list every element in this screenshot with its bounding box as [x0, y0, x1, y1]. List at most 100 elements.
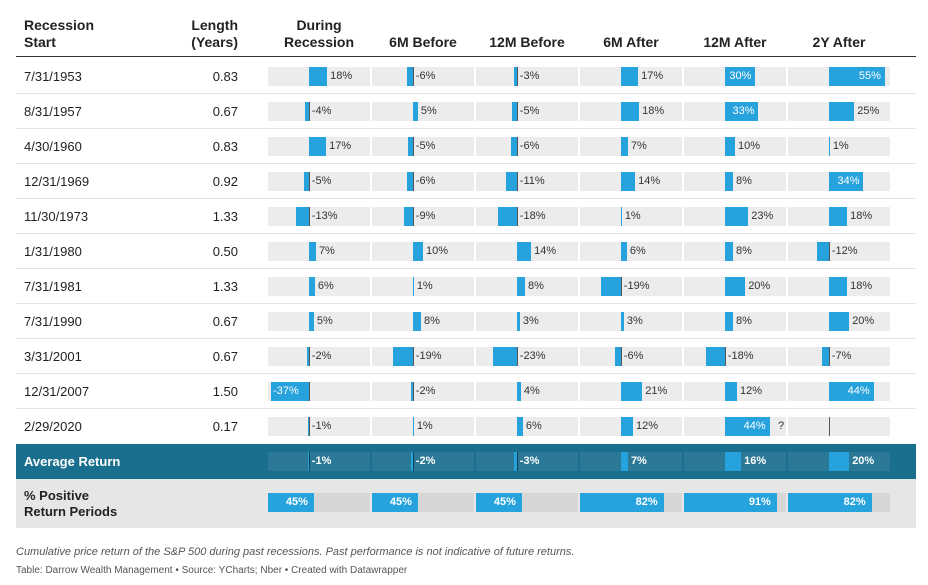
bar-2y-after [816, 242, 829, 261]
zero-line [516, 137, 518, 156]
bar-12m-before [493, 347, 517, 366]
bar-6m-after [620, 102, 640, 121]
bar-track [476, 312, 578, 331]
bar-during-recession [303, 172, 309, 191]
bar-12m-after [724, 312, 733, 331]
value-label-12m-before: -5% [519, 105, 540, 117]
bar-12m-after [724, 102, 759, 121]
zero-line [516, 172, 518, 191]
average-return-label: Average Return [24, 454, 121, 469]
bar-during-recession [268, 493, 314, 512]
value-label-6m-after: 7% [630, 455, 647, 467]
length-years: 0.17 [212, 419, 238, 434]
bar-during-recession [308, 67, 328, 86]
bar-track [580, 312, 682, 331]
value-label-6m-after: 7% [630, 140, 647, 152]
bar-6m-after [601, 277, 621, 296]
bar-12m-before [516, 382, 521, 401]
zero-line [308, 452, 310, 471]
value-label-2y-after: 25% [857, 105, 880, 117]
value-label-2y-after: -7% [831, 350, 852, 362]
value-label-6m-before: 45% [389, 496, 412, 508]
zero-line [308, 207, 310, 226]
header-during-recession-line1: During [296, 17, 342, 33]
value-label-6m-before: 1% [416, 280, 433, 292]
bar-6m-before [412, 242, 423, 261]
zero-line [516, 102, 518, 121]
positive-label-line2: Return Periods [24, 504, 118, 519]
value-label-12m-after: 10% [738, 140, 761, 152]
value-label-12m-after: 16% [744, 455, 767, 467]
value-label-12m-after: 33% [732, 105, 755, 117]
row-divider [16, 128, 916, 129]
bar-track [580, 207, 682, 226]
bar-6m-before [410, 382, 413, 401]
bar-2y-after [828, 382, 874, 401]
value-label-during-recession: -2% [311, 350, 332, 362]
bar-track [372, 242, 474, 261]
value-label-during-recession: 17% [329, 140, 352, 152]
bar-track [268, 452, 370, 471]
bar-track [476, 417, 578, 436]
value-label-12m-before: -3% [519, 70, 540, 82]
bar-12m-after [724, 172, 733, 191]
bar-track [476, 277, 578, 296]
bar-2y-after [828, 67, 885, 86]
row-divider [16, 93, 916, 94]
value-label-12m-after: 8% [735, 315, 752, 327]
length-years: 0.67 [212, 349, 238, 364]
value-label-2y-after: 34% [837, 175, 860, 187]
value-label-12m-before: 4% [523, 385, 540, 397]
value-label-6m-after: 12% [636, 420, 659, 432]
bar-12m-after [724, 242, 733, 261]
value-label-during-recession: 6% [317, 280, 334, 292]
bar-track [684, 172, 786, 191]
value-label-12m-before: -18% [519, 210, 546, 222]
value-label-6m-after: 1% [624, 210, 641, 222]
average-return-row [16, 444, 916, 479]
value-label-during-recession: 18% [330, 70, 353, 82]
bar-12m-before [516, 277, 525, 296]
row-divider [16, 373, 916, 374]
bar-track [268, 207, 370, 226]
recession-start-date: 3/31/2001 [24, 349, 82, 364]
bar-track [372, 312, 474, 331]
bar-6m-after [620, 172, 636, 191]
header-recession-start: Recession Start [24, 17, 94, 51]
bar-track [268, 277, 370, 296]
zero-line [412, 67, 414, 86]
bar-during-recession [308, 242, 316, 261]
bar-track [476, 102, 578, 121]
bar-track [268, 172, 370, 191]
bar-6m-after [580, 493, 664, 512]
bar-12m-before [510, 137, 517, 156]
zero-line [412, 137, 414, 156]
bar-6m-before [406, 172, 413, 191]
bar-during-recession [304, 102, 309, 121]
bar-track [684, 242, 786, 261]
zero-line [724, 347, 726, 366]
value-label-12m-after: 8% [735, 245, 752, 257]
bar-during-recession [307, 417, 309, 436]
zero-line [412, 452, 414, 471]
bar-12m-after [724, 452, 742, 471]
bar-track [372, 277, 474, 296]
value-label-2y-after: 44% [847, 385, 870, 397]
value-label-6m-before: -9% [415, 210, 436, 222]
value-label-12m-after: 23% [751, 210, 774, 222]
value-label-12m-after: 8% [735, 175, 752, 187]
value-label-6m-after: 3% [626, 315, 643, 327]
bar-6m-before [412, 312, 421, 331]
zero-line [516, 207, 518, 226]
bar-12m-before [476, 493, 522, 512]
recession-start-date: 2/29/2020 [24, 419, 82, 434]
bar-12m-before [516, 417, 523, 436]
bar-6m-before [403, 207, 413, 226]
bar-6m-before [412, 417, 414, 436]
bar-track [580, 137, 682, 156]
bar-6m-before [393, 347, 413, 366]
source-line: Table: Darrow Wealth Management • Source… [16, 565, 408, 576]
row-divider [16, 408, 916, 409]
zero-line [828, 347, 830, 366]
bar-6m-after [620, 382, 643, 401]
